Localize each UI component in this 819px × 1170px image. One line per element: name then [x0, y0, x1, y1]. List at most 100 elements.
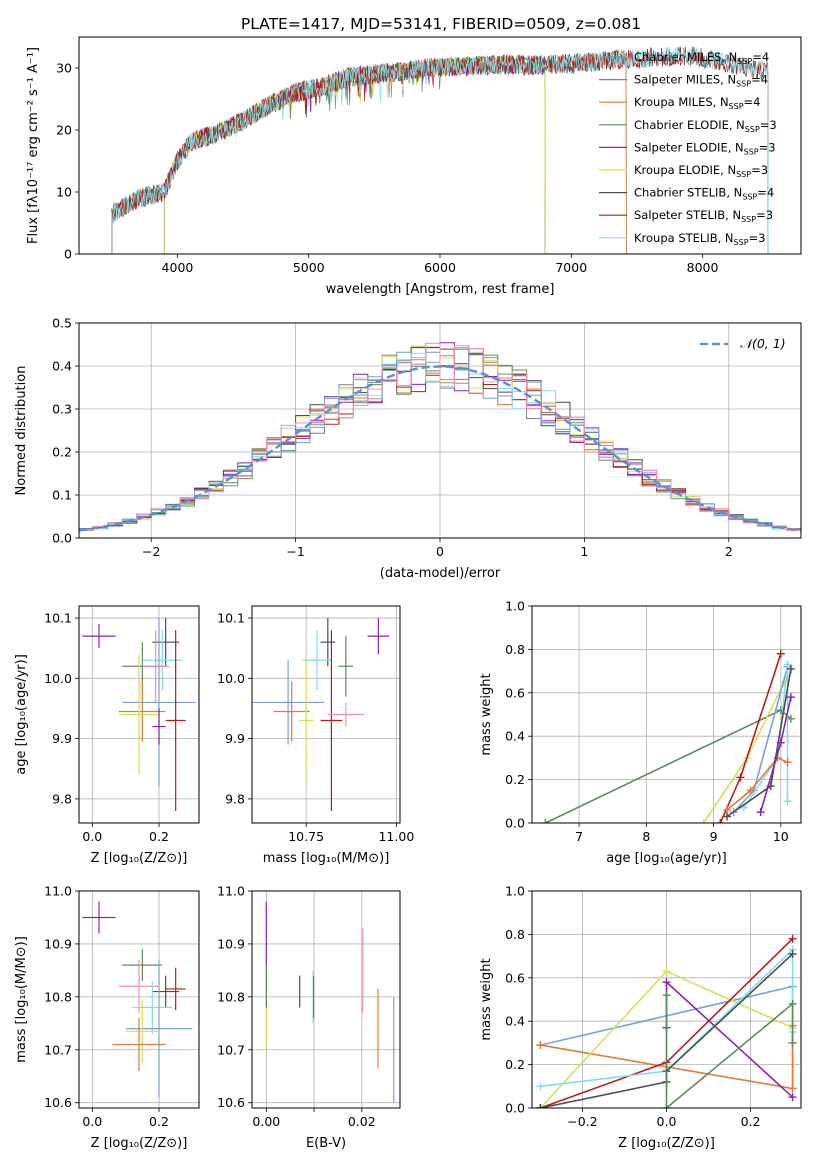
y-tick-label: 10.9	[217, 936, 245, 951]
chart-age_vs_mass: 10.75 11.00 9.8 9.9 10.0 10.1 mass [log₁₀(M/M⊙…	[217, 605, 414, 866]
y-tick-label: 0.1	[52, 488, 72, 503]
y-tick-label: 0.2	[52, 445, 72, 460]
x-tick-label: 0	[436, 544, 444, 559]
series-line	[726, 756, 788, 811]
chart-residuals: −2 −1 0 1 2 0.0 0.1 0.2 0.3 0.4 0.5 (data-model)/er…	[14, 316, 802, 581]
x-tick-label: 0.00	[252, 1114, 280, 1129]
y-tick-label: 10.1	[44, 611, 72, 626]
y-tick-label: 1.0	[505, 599, 525, 614]
data-point	[152, 708, 166, 745]
y-tick-label: 0.8	[505, 927, 525, 942]
y-tick-label: 11.0	[217, 884, 245, 899]
chart-age_vs_Z: 0.0 0.2 9.8 9.9 10.0 10.1 Z [log₁₀(Z/Z⊙)] age […	[14, 605, 200, 866]
data-point	[152, 618, 179, 667]
y-tick-label: 10.8	[44, 989, 72, 1004]
spectrum-line	[111, 46, 769, 254]
data-point	[112, 1018, 166, 1071]
data-point	[122, 618, 196, 787]
x-tick-label: −1	[286, 544, 304, 559]
data-point	[125, 999, 159, 1064]
x-tick-label: 0.0	[82, 829, 102, 844]
data-point	[302, 630, 332, 691]
legend-label: 𝒩(0, 1)	[740, 336, 786, 351]
y-tick-label: 30	[56, 61, 72, 76]
legend-label: Chabrier STELIB, NSSP=4	[634, 186, 774, 202]
y-tick-label: 0.2	[505, 1057, 525, 1072]
y-tick-label: 0.4	[505, 729, 525, 744]
legend-label: Salpeter STELIB, NSSP=3	[634, 208, 773, 224]
x-tick-label: 8	[642, 829, 650, 844]
y-tick-label: 9.8	[225, 791, 245, 806]
y-tick-label: 9.9	[225, 731, 245, 746]
data-point	[298, 660, 314, 781]
chart-weight_vs_Z: −0.2 0.0 0.2 0.0 0.2 0.4 0.6 0.8 1.0 Z [log₁₀(Z/Z…	[479, 884, 802, 1151]
spectrum-line	[111, 47, 769, 254]
x-axis-label: wavelength [Angstrom, rest frame]	[326, 282, 555, 297]
data-point	[142, 630, 169, 703]
x-tick-label: 10.75	[288, 829, 324, 844]
series-line	[743, 664, 789, 809]
data-point	[320, 618, 336, 667]
y-tick-label: 10.1	[217, 611, 245, 626]
x-tick-label: 1	[580, 544, 588, 559]
y-axis-label: mass weight	[479, 673, 494, 755]
y-tick-label: 10.0	[217, 671, 245, 686]
y-tick-label: 10.0	[44, 671, 72, 686]
x-axis-label: mass [log₁₀(M/M⊙)]	[263, 851, 390, 866]
y-axis-label: Flux [fλ10⁻¹⁷ erg cm⁻² s⁻¹ A⁻¹]	[26, 47, 41, 244]
x-tick-label: −2	[142, 544, 160, 559]
x-tick-label: 2	[725, 544, 733, 559]
axes-frame	[531, 890, 802, 1109]
y-axis-label: mass weight	[479, 958, 494, 1040]
legend-label: Kroupa STELIB, NSSP=3	[634, 231, 765, 247]
data-point	[82, 901, 116, 934]
x-axis-label: age [log₁₀(age/yr)]	[606, 851, 727, 866]
x-tick-label: 0.2	[149, 1114, 169, 1129]
y-tick-label: 11.0	[44, 884, 72, 899]
axes-frame	[78, 36, 802, 255]
data-point	[367, 618, 390, 655]
legend-label: Salpeter ELODIE, NSSP=3	[634, 140, 776, 156]
y-tick-label: 9.9	[52, 731, 72, 746]
data-point	[165, 630, 186, 811]
data-point	[338, 636, 354, 697]
x-tick-label: −0.2	[567, 1114, 597, 1129]
data-point	[119, 654, 159, 775]
axes-frame	[251, 890, 401, 1109]
x-axis-label: Z [log₁₀(Z/Z⊙)]	[618, 1136, 715, 1151]
axes-frame	[78, 322, 802, 539]
axes-frame	[78, 890, 200, 1109]
axes-frame	[251, 605, 401, 824]
series	[662, 991, 797, 1108]
legend: Chabrier MILES, NSSP=4 Salpeter MILES, NS…	[599, 50, 777, 247]
x-tick-label: 7	[575, 829, 583, 844]
data-point	[273, 681, 310, 742]
y-tick-label: 1.0	[505, 884, 525, 899]
y-tick-label: 0	[64, 247, 72, 262]
x-tick-label: 9	[710, 829, 718, 844]
legend-label: Kroupa MILES, NSSP=4	[634, 95, 760, 111]
data-point	[327, 702, 364, 727]
x-tick-label: 5000	[293, 260, 325, 275]
y-axis-label: mass [log₁₀(M/M⊙)]	[14, 936, 29, 1063]
y-tick-label: 10.7	[44, 1042, 72, 1057]
x-tick-label: 0.02	[348, 1114, 376, 1129]
data-point	[125, 959, 193, 1098]
y-tick-label: 0.4	[505, 1014, 525, 1029]
data-point	[119, 681, 166, 742]
x-tick-label: 11.00	[378, 829, 414, 844]
y-tick-label: 0.8	[505, 642, 525, 657]
x-tick-label: 7000	[555, 260, 587, 275]
chart-spectrum: 4000 5000 6000 7000 8000 0 10 20 30 wavelength [A…	[26, 36, 802, 297]
y-tick-label: 10.8	[217, 989, 245, 1004]
legend-label: Chabrier MILES, NSSP=4	[634, 50, 769, 66]
y-tick-label: 0.4	[52, 359, 72, 374]
chart-mass_vs_ebv: 0.00 0.02 10.6 10.7 10.8 10.9 11.0 E(B-V)	[217, 884, 401, 1151]
series	[723, 664, 795, 821]
x-tick-label: 10	[773, 829, 789, 844]
x-tick-label: 0.0	[657, 1114, 677, 1129]
data-point	[252, 660, 325, 745]
data-point	[82, 624, 116, 649]
x-tick-label: 0.0	[82, 1114, 102, 1129]
